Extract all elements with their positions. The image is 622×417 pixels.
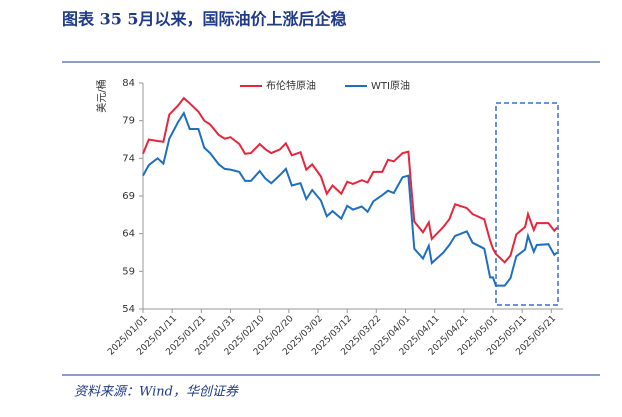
chart-title: 图表 35 5月以来，国际油价上涨后企稳 [62, 10, 347, 29]
highlight-box [495, 102, 559, 306]
legend-label: 布伦特原油 [266, 79, 316, 92]
y-tick-label: 59 [122, 266, 135, 277]
y-tick-label: 64 [122, 229, 135, 240]
legend-label: WTI原油 [371, 79, 410, 92]
y-tick-label: 84 [122, 78, 135, 89]
y-tick-label: 54 [122, 304, 135, 315]
source: 资料来源：Wind，华创证券 [74, 385, 239, 400]
series-line [142, 110, 558, 287]
y-tick-label: 74 [122, 153, 135, 164]
y-tick-label: 79 [122, 116, 135, 127]
y-axis-label: 美元/桶 [95, 79, 108, 112]
y-tick-label: 69 [122, 191, 135, 202]
series-line [142, 96, 558, 264]
